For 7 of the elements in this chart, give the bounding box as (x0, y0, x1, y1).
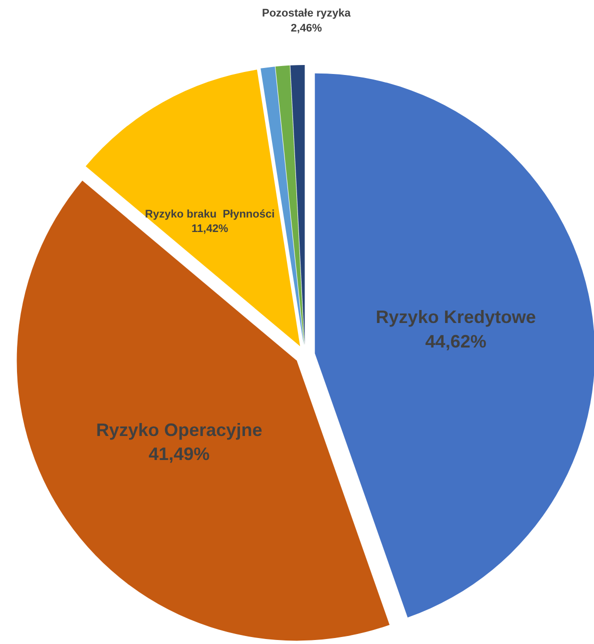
slice-label: Ryzyko Kredytowe (376, 307, 536, 328)
data-label: 44,62% (425, 331, 486, 352)
data-label: 41,49% (148, 444, 210, 464)
data-label: 11,42% (192, 223, 228, 236)
slice-label: Ryzyko braku Płynności (145, 208, 275, 220)
slice-label: Ryzyko Operacyjne (96, 420, 262, 440)
text: Pozostałe ryzyka 2,46% (262, 8, 352, 34)
